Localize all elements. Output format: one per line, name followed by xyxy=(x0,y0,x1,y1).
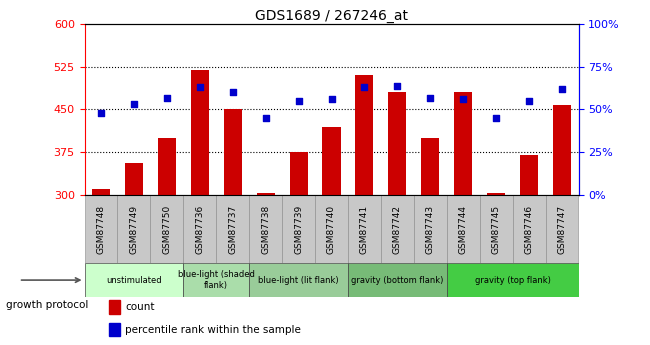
Point xyxy=(293,98,304,104)
Point xyxy=(392,83,402,88)
Point xyxy=(261,115,271,121)
Bar xyxy=(447,195,480,263)
Bar xyxy=(282,195,315,263)
Bar xyxy=(414,195,447,263)
Text: unstimulated: unstimulated xyxy=(106,276,162,285)
Bar xyxy=(84,263,183,297)
Text: GSM87747: GSM87747 xyxy=(558,205,567,254)
Point xyxy=(326,97,337,102)
Bar xyxy=(92,189,110,195)
Bar xyxy=(224,109,242,195)
Point xyxy=(359,85,370,90)
Bar xyxy=(487,193,505,195)
Bar xyxy=(109,300,120,314)
Text: GSM87745: GSM87745 xyxy=(491,205,500,254)
Text: blue-light (lit flank): blue-light (lit flank) xyxy=(258,276,339,285)
Text: growth protocol: growth protocol xyxy=(6,300,89,310)
Point xyxy=(425,95,436,100)
Bar xyxy=(513,195,545,263)
Title: GDS1689 / 267246_at: GDS1689 / 267246_at xyxy=(255,9,408,23)
Bar xyxy=(322,127,341,195)
Text: count: count xyxy=(125,302,155,312)
Bar xyxy=(454,92,473,195)
Bar xyxy=(183,263,249,297)
Bar xyxy=(257,193,275,195)
Point xyxy=(162,95,172,100)
Bar xyxy=(447,263,578,297)
Bar xyxy=(348,263,447,297)
Text: GSM87741: GSM87741 xyxy=(360,205,369,254)
Point xyxy=(458,97,469,102)
Bar xyxy=(381,195,414,263)
Text: gravity (top flank): gravity (top flank) xyxy=(474,276,551,285)
Bar xyxy=(520,155,538,195)
Bar xyxy=(480,195,513,263)
Text: GSM87736: GSM87736 xyxy=(195,205,204,254)
Text: GSM87739: GSM87739 xyxy=(294,205,303,254)
Text: GSM87748: GSM87748 xyxy=(96,205,105,254)
Point xyxy=(524,98,534,104)
Bar xyxy=(190,70,209,195)
Bar xyxy=(109,323,120,336)
Bar xyxy=(150,195,183,263)
Text: GSM87749: GSM87749 xyxy=(129,205,138,254)
Bar xyxy=(183,195,216,263)
Text: GSM87738: GSM87738 xyxy=(261,205,270,254)
Text: GSM87743: GSM87743 xyxy=(426,205,435,254)
Bar xyxy=(388,92,406,195)
Bar xyxy=(118,195,150,263)
Text: percentile rank within the sample: percentile rank within the sample xyxy=(125,325,301,335)
Text: GSM87737: GSM87737 xyxy=(228,205,237,254)
Point xyxy=(96,110,106,116)
Point xyxy=(129,101,139,107)
Bar xyxy=(289,152,307,195)
Bar xyxy=(216,195,249,263)
Text: GSM87744: GSM87744 xyxy=(459,205,468,254)
Text: GSM87750: GSM87750 xyxy=(162,205,172,254)
Bar xyxy=(125,164,143,195)
Bar xyxy=(249,195,282,263)
Bar xyxy=(545,195,578,263)
Point xyxy=(491,115,501,121)
Bar xyxy=(249,263,348,297)
Point xyxy=(227,90,238,95)
Text: gravity (bottom flank): gravity (bottom flank) xyxy=(351,276,443,285)
Text: GSM87742: GSM87742 xyxy=(393,205,402,254)
Bar xyxy=(356,75,374,195)
Text: GSM87740: GSM87740 xyxy=(327,205,336,254)
Bar xyxy=(553,105,571,195)
Text: blue-light (shaded
flank): blue-light (shaded flank) xyxy=(178,270,255,290)
Bar xyxy=(421,138,439,195)
Point xyxy=(557,86,567,92)
Text: GSM87746: GSM87746 xyxy=(525,205,534,254)
Bar xyxy=(84,195,118,263)
Bar xyxy=(158,138,176,195)
Bar xyxy=(315,195,348,263)
Bar xyxy=(348,195,381,263)
Point xyxy=(194,85,205,90)
